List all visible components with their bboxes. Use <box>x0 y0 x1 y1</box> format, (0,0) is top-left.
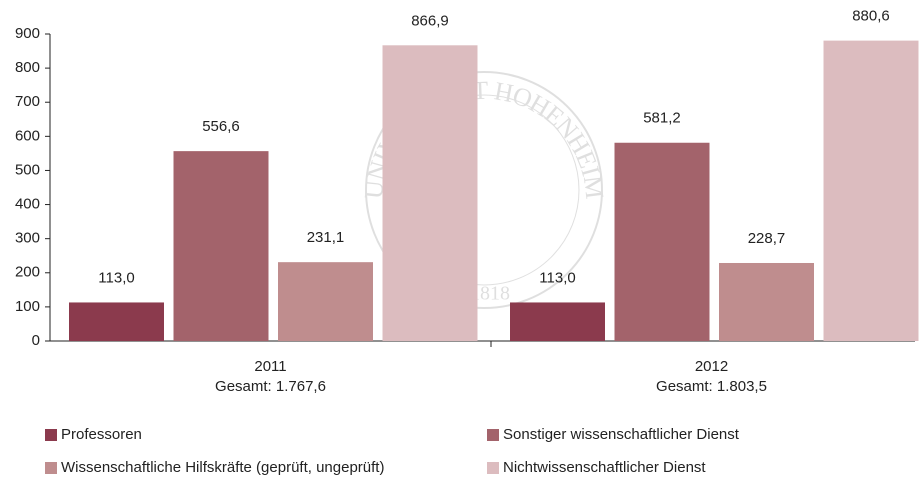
x-tick-note: Gesamt: 1.767,6 <box>215 378 326 395</box>
y-tick-label: 0 <box>32 332 40 349</box>
value-label: 581,2 <box>643 110 681 127</box>
x-tick-note: Gesamt: 1.803,5 <box>656 378 767 395</box>
bar <box>278 262 373 341</box>
y-tick-label: 500 <box>15 161 40 178</box>
bar <box>382 45 478 342</box>
value-label: 228,7 <box>748 230 786 247</box>
bar <box>614 142 710 341</box>
bar <box>173 151 269 341</box>
y-tick-label: 900 <box>15 25 40 42</box>
x-tick-label: 2012 <box>695 358 728 375</box>
y-tick-label: 800 <box>15 59 40 76</box>
bar <box>823 40 919 341</box>
legend-swatch <box>45 462 57 474</box>
bar <box>510 302 605 341</box>
legend-label: Wissenschaftliche Hilfskräfte (geprüft, … <box>61 459 384 476</box>
watermark-year: 1818 <box>470 283 510 305</box>
value-label: 231,1 <box>307 229 345 246</box>
bar <box>69 302 164 341</box>
seal-ring <box>365 71 603 309</box>
value-label: 556,6 <box>202 118 240 135</box>
y-tick-label: 300 <box>15 230 40 247</box>
legend-label: Professoren <box>61 426 142 443</box>
legend-swatch <box>45 429 57 441</box>
value-label: 866,9 <box>411 12 449 29</box>
value-label: 113,0 <box>98 269 134 286</box>
y-tick-label: 400 <box>15 196 40 213</box>
bar <box>719 262 814 341</box>
y-tick-label: 700 <box>15 93 40 110</box>
value-label: 880,6 <box>852 8 890 25</box>
value-label: 113,0 <box>539 269 575 286</box>
y-tick-label: 100 <box>15 298 40 315</box>
legend-label: Nichtwissenschaftlicher Dienst <box>503 459 706 476</box>
legend-swatch <box>487 462 499 474</box>
x-tick-label: 2011 <box>254 358 286 375</box>
legend-label: Sonstiger wissenschaftlicher Dienst <box>503 426 740 443</box>
y-tick-label: 200 <box>15 264 40 281</box>
legend-swatch <box>487 429 499 441</box>
y-tick-label: 600 <box>15 127 40 144</box>
